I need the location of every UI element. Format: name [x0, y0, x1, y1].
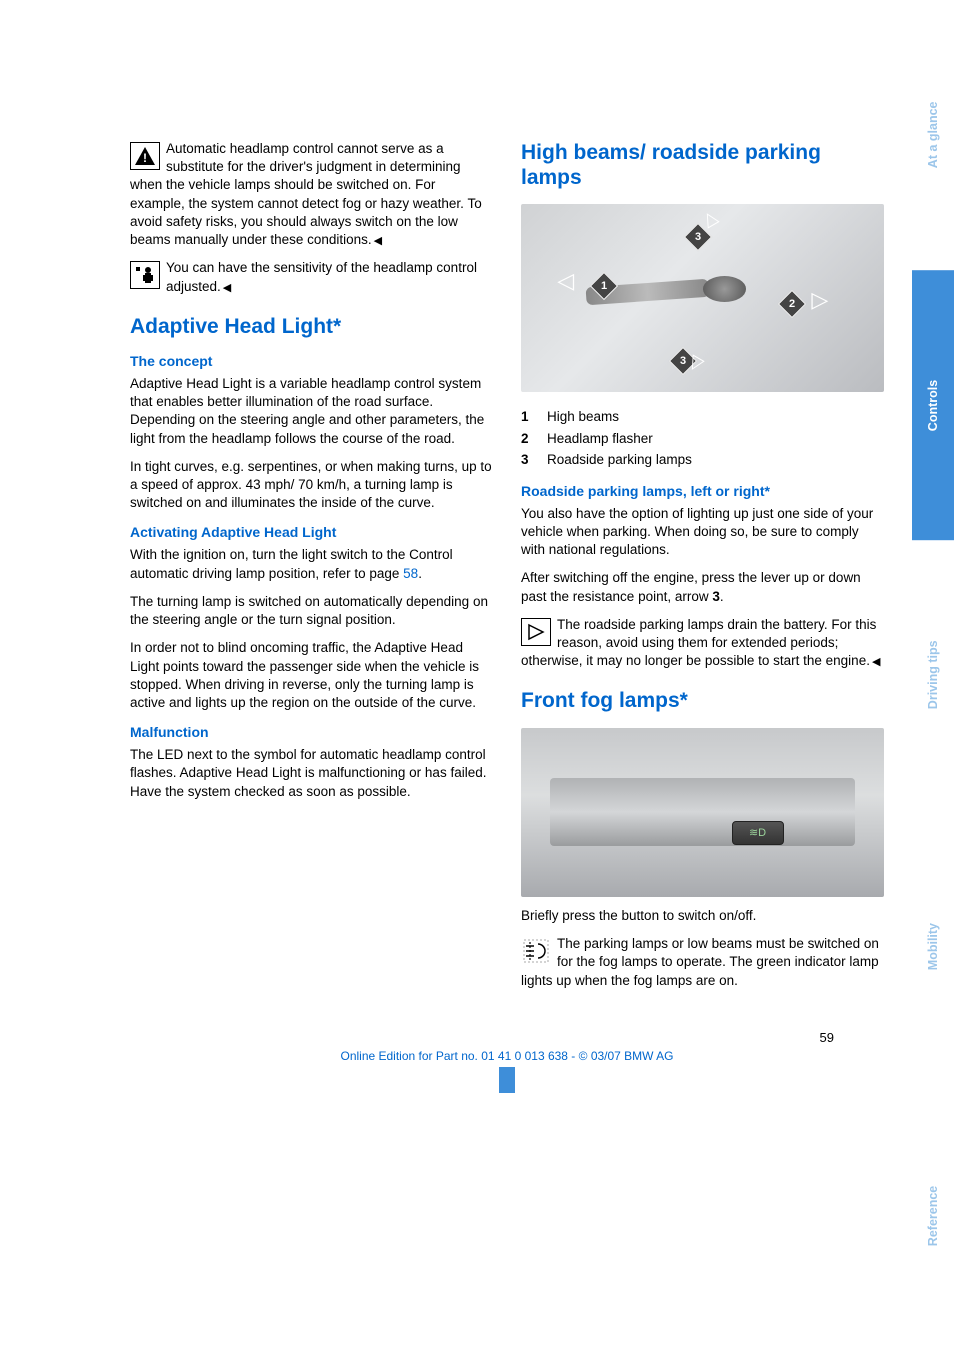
- tab-mobility[interactable]: Mobility: [912, 811, 954, 1081]
- service-note-text: You can have the sensitivity of the head…: [166, 260, 477, 293]
- arrow-right-icon: ▷: [811, 287, 828, 313]
- fog-lamps-heading: Front fog lamps*: [521, 688, 884, 713]
- concept-subheading: The concept: [130, 353, 493, 369]
- legend-label-1: High beams: [547, 406, 619, 428]
- tab-at-a-glance[interactable]: At a glance: [912, 0, 954, 270]
- concept-paragraph-2: In tight curves, e.g. serpentines, or wh…: [130, 458, 493, 513]
- warning-paragraph: ! Automatic headlamp control cannot serv…: [130, 140, 493, 249]
- stalk-figure: 1 2 3 3 ◁ ▷ △ △: [521, 204, 884, 392]
- page-footer: 59 Online Edition for Part no. 01 41 0 0…: [130, 1030, 884, 1093]
- high-beams-heading: High beams/ roadside parking lamps: [521, 140, 884, 190]
- legend-label-3: Roadside parking lamps: [547, 449, 692, 471]
- service-person-icon: [130, 261, 160, 289]
- roadside-subheading: Roadside parking lamps, left or right*: [521, 483, 884, 499]
- fog-note-text: The parking lamps or low beams must be s…: [521, 936, 879, 987]
- legend-row-2: 2Headlamp flasher: [521, 428, 884, 450]
- malfunction-paragraph: The LED next to the symbol for automatic…: [130, 746, 493, 801]
- roadside-paragraph-1: You also have the option of lighting up …: [521, 505, 884, 560]
- activating-paragraph-2: The turning lamp is switched on automati…: [130, 593, 493, 629]
- roadside-note-text: The roadside parking lamps drain the bat…: [521, 617, 880, 668]
- tab-reference[interactable]: Reference: [912, 1081, 954, 1351]
- concept-paragraph-1: Adaptive Head Light is a variable headla…: [130, 375, 493, 448]
- page-number: 59: [130, 1030, 884, 1045]
- activating-text-b: .: [418, 566, 422, 581]
- page-content: ! Automatic headlamp control cannot serv…: [0, 0, 954, 1153]
- warning-triangle-icon: !: [130, 142, 160, 170]
- fog-note-paragraph: The parking lamps or low beams must be s…: [521, 935, 884, 990]
- activating-paragraph-1: With the ignition on, turn the light swi…: [130, 546, 493, 582]
- svg-text:!: !: [143, 151, 147, 165]
- legend-label-2: Headlamp flasher: [547, 428, 653, 450]
- activating-paragraph-3: In order not to blind oncoming traffic, …: [130, 639, 493, 712]
- figure-badge-2: 2: [778, 290, 806, 318]
- warning-text: Automatic headlamp control cannot serve …: [130, 141, 482, 247]
- activating-subheading: Activating Adaptive Head Light: [130, 524, 493, 540]
- fog-button-figure: ≋D: [521, 728, 884, 897]
- footer-marker: [499, 1067, 515, 1093]
- info-triangle-icon: [521, 618, 551, 646]
- fog-button-icon: ≋D: [732, 821, 784, 845]
- adaptive-head-light-heading: Adaptive Head Light*: [130, 314, 493, 339]
- tab-controls[interactable]: Controls: [912, 270, 954, 540]
- legend-row-3: 3Roadside parking lamps: [521, 449, 884, 471]
- left-column: ! Automatic headlamp control cannot serv…: [130, 140, 493, 1000]
- fog-lamp-icon: [521, 937, 551, 965]
- tab-driving-tips[interactable]: Driving tips: [912, 540, 954, 810]
- service-note-paragraph: You can have the sensitivity of the head…: [130, 259, 493, 295]
- right-column: High beams/ roadside parking lamps 1 2 3…: [521, 140, 884, 1000]
- legend-list: 1High beams 2Headlamp flasher 3Roadside …: [521, 406, 884, 471]
- arrow-left-icon: ◁: [557, 268, 574, 294]
- side-tabs: At a glance Controls Driving tips Mobili…: [912, 0, 954, 1351]
- legend-row-1: 1High beams: [521, 406, 884, 428]
- fog-paragraph-1: Briefly press the button to switch on/of…: [521, 907, 884, 925]
- roadside-note-paragraph: The roadside parking lamps drain the bat…: [521, 616, 884, 671]
- edition-line: Online Edition for Part no. 01 41 0 013 …: [130, 1049, 884, 1063]
- two-column-layout: ! Automatic headlamp control cannot serv…: [130, 140, 884, 1000]
- page-link-58[interactable]: 58: [403, 566, 418, 581]
- malfunction-subheading: Malfunction: [130, 724, 493, 740]
- roadside-paragraph-2: After switching off the engine, press th…: [521, 569, 884, 605]
